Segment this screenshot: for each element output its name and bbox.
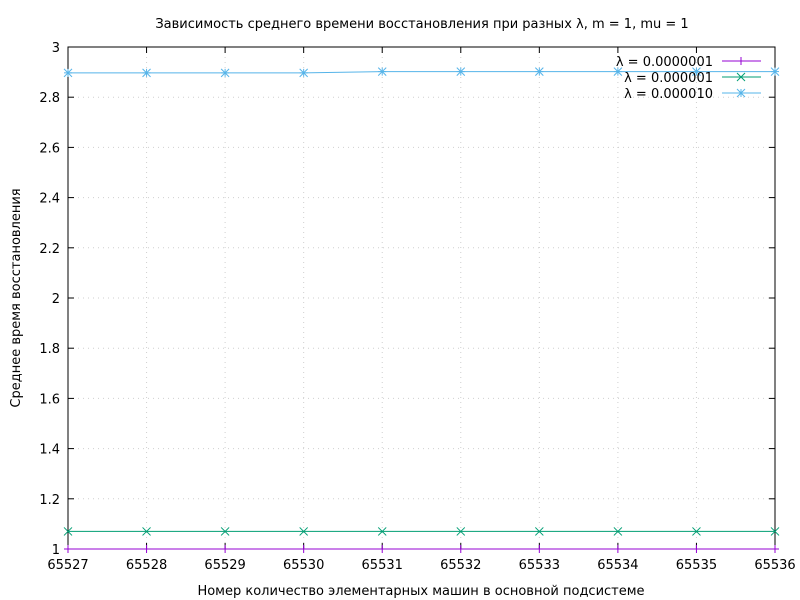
- data-point: [613, 527, 623, 536]
- y-tick-label: 2: [52, 292, 60, 307]
- data-point: [378, 545, 387, 553]
- data-point: [534, 527, 544, 536]
- data-point: [535, 545, 544, 553]
- x-tick-label: 65530: [283, 558, 324, 573]
- data-point: [613, 67, 623, 76]
- data-point: [299, 545, 308, 553]
- x-tick-label: 65534: [597, 558, 638, 573]
- legend-marker: [737, 57, 745, 65]
- x-tick-label: 65529: [204, 558, 245, 573]
- series-1: [64, 545, 779, 553]
- x-tick-label: 65533: [519, 558, 560, 573]
- data-point: [692, 527, 701, 536]
- data-point: [613, 545, 622, 553]
- legend-label: λ = 0.000010: [624, 87, 713, 102]
- data-point: [456, 67, 466, 76]
- data-point: [692, 545, 701, 553]
- x-tick-label: 65532: [440, 558, 481, 573]
- y-tick-label: 1.6: [39, 392, 60, 407]
- data-point: [299, 68, 309, 78]
- series-2: [63, 527, 780, 536]
- data-point: [377, 67, 387, 76]
- data-point: [456, 527, 466, 536]
- y-tick-label: 2.8: [39, 91, 60, 106]
- y-tick-label: 2.2: [39, 242, 60, 257]
- x-tick-label: 65531: [362, 558, 403, 573]
- y-tick-label: 2.6: [39, 141, 60, 156]
- data-point: [692, 67, 701, 76]
- data-point: [142, 68, 151, 78]
- data-point: [64, 545, 72, 553]
- x-tick-label: 65535: [676, 558, 717, 573]
- data-point: [63, 527, 73, 536]
- y-tick-label: 1.4: [39, 443, 60, 458]
- data-point: [142, 527, 151, 536]
- legend-label: λ = 0.0000001: [616, 55, 713, 70]
- series-3: [63, 67, 780, 78]
- y-tick-label: 1: [52, 543, 60, 558]
- data-point: [377, 527, 387, 536]
- data-point: [299, 527, 309, 536]
- legend-marker: [736, 88, 746, 98]
- data-point: [771, 545, 779, 553]
- y-axis-label: Среднее время восстановления: [9, 188, 24, 407]
- legend-label: λ = 0.000001: [624, 71, 713, 86]
- series-line: [68, 71, 775, 74]
- data-point: [770, 527, 780, 536]
- data-point: [456, 545, 465, 553]
- legend-marker: [736, 72, 746, 82]
- data-point: [221, 545, 230, 553]
- axes: 1 1.2 1.4 1.6 1.8 2 2.2 2.4 2.6 2.8 3 65527 65528 655…: [39, 41, 795, 573]
- y-tick-label: 1.2: [39, 493, 60, 508]
- series-layer: [63, 67, 780, 553]
- x-tick-label: 65527: [47, 558, 88, 573]
- data-point: [142, 545, 151, 553]
- x-tick-label: 65536: [754, 558, 795, 573]
- x-tick-label: 65528: [126, 558, 167, 573]
- data-point: [63, 68, 73, 78]
- y-tick-label: 1.8: [39, 342, 60, 357]
- grid: [68, 47, 775, 549]
- data-point: [770, 67, 780, 76]
- data-point: [220, 527, 230, 536]
- y-tick-label: 2.4: [39, 192, 60, 207]
- x-axis-label: Номер количество элементарных машин в ос…: [197, 584, 644, 599]
- data-point: [220, 68, 230, 78]
- data-point: [534, 67, 544, 76]
- chart-title: Зависимость среднего времени восстановле…: [155, 17, 688, 32]
- y-tick-label: 3: [52, 41, 60, 56]
